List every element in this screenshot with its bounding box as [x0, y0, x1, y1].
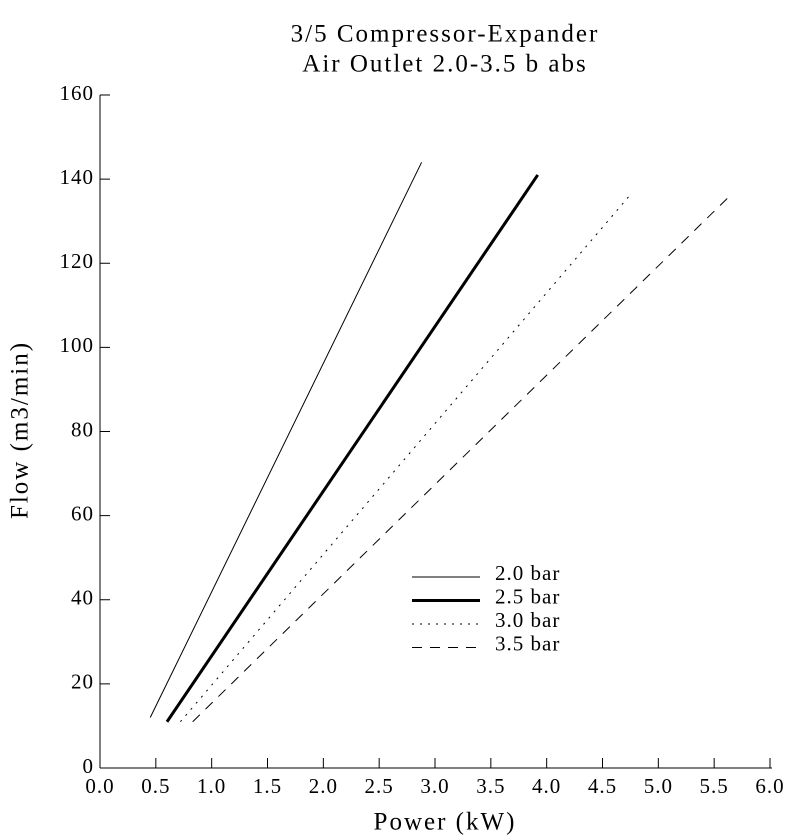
x-tick-label: 2.0: [309, 774, 338, 798]
x-tick-label: 3.0: [420, 774, 449, 798]
x-tick-label: 2.5: [365, 774, 394, 798]
x-tick-label: 1.5: [253, 774, 282, 798]
y-tick-label: 40: [71, 586, 94, 610]
y-tick-label: 80: [71, 417, 94, 441]
y-tick-label: 140: [60, 165, 95, 189]
legend-label: 2.0 bar: [495, 561, 560, 585]
legend-label: 2.5 bar: [495, 584, 560, 608]
y-tick-label: 160: [60, 81, 95, 105]
x-tick-label: 3.5: [476, 774, 505, 798]
chart-subtitle: Air Outlet 2.0-3.5 b abs: [302, 51, 587, 78]
y-tick-label: 0: [83, 754, 95, 778]
y-tick-label: 120: [60, 249, 95, 273]
series-line: [180, 195, 630, 723]
y-tick-label: 60: [71, 501, 94, 525]
x-tick-label: 5.5: [700, 774, 729, 798]
x-tick-label: 5.0: [644, 774, 673, 798]
x-tick-label: 1.0: [197, 774, 226, 798]
y-tick-label: 20: [71, 670, 94, 694]
series-line: [192, 195, 731, 723]
x-tick-label: 0.0: [85, 774, 114, 798]
legend-label: 3.0 bar: [495, 608, 560, 632]
chart-title: 3/5 Compressor-Expander: [291, 21, 600, 48]
legend-label: 3.5 bar: [495, 631, 560, 655]
y-axis-label: Flow (m3/min): [7, 341, 34, 519]
x-axis-label: Power (kW): [374, 809, 517, 836]
series-line: [149, 162, 423, 718]
x-tick-label: 6.0: [755, 774, 784, 798]
y-tick-label: 100: [60, 333, 95, 357]
x-tick-label: 4.0: [532, 774, 561, 798]
x-tick-label: 0.5: [141, 774, 170, 798]
series-line: [165, 174, 539, 723]
x-tick-label: 4.5: [588, 774, 617, 798]
